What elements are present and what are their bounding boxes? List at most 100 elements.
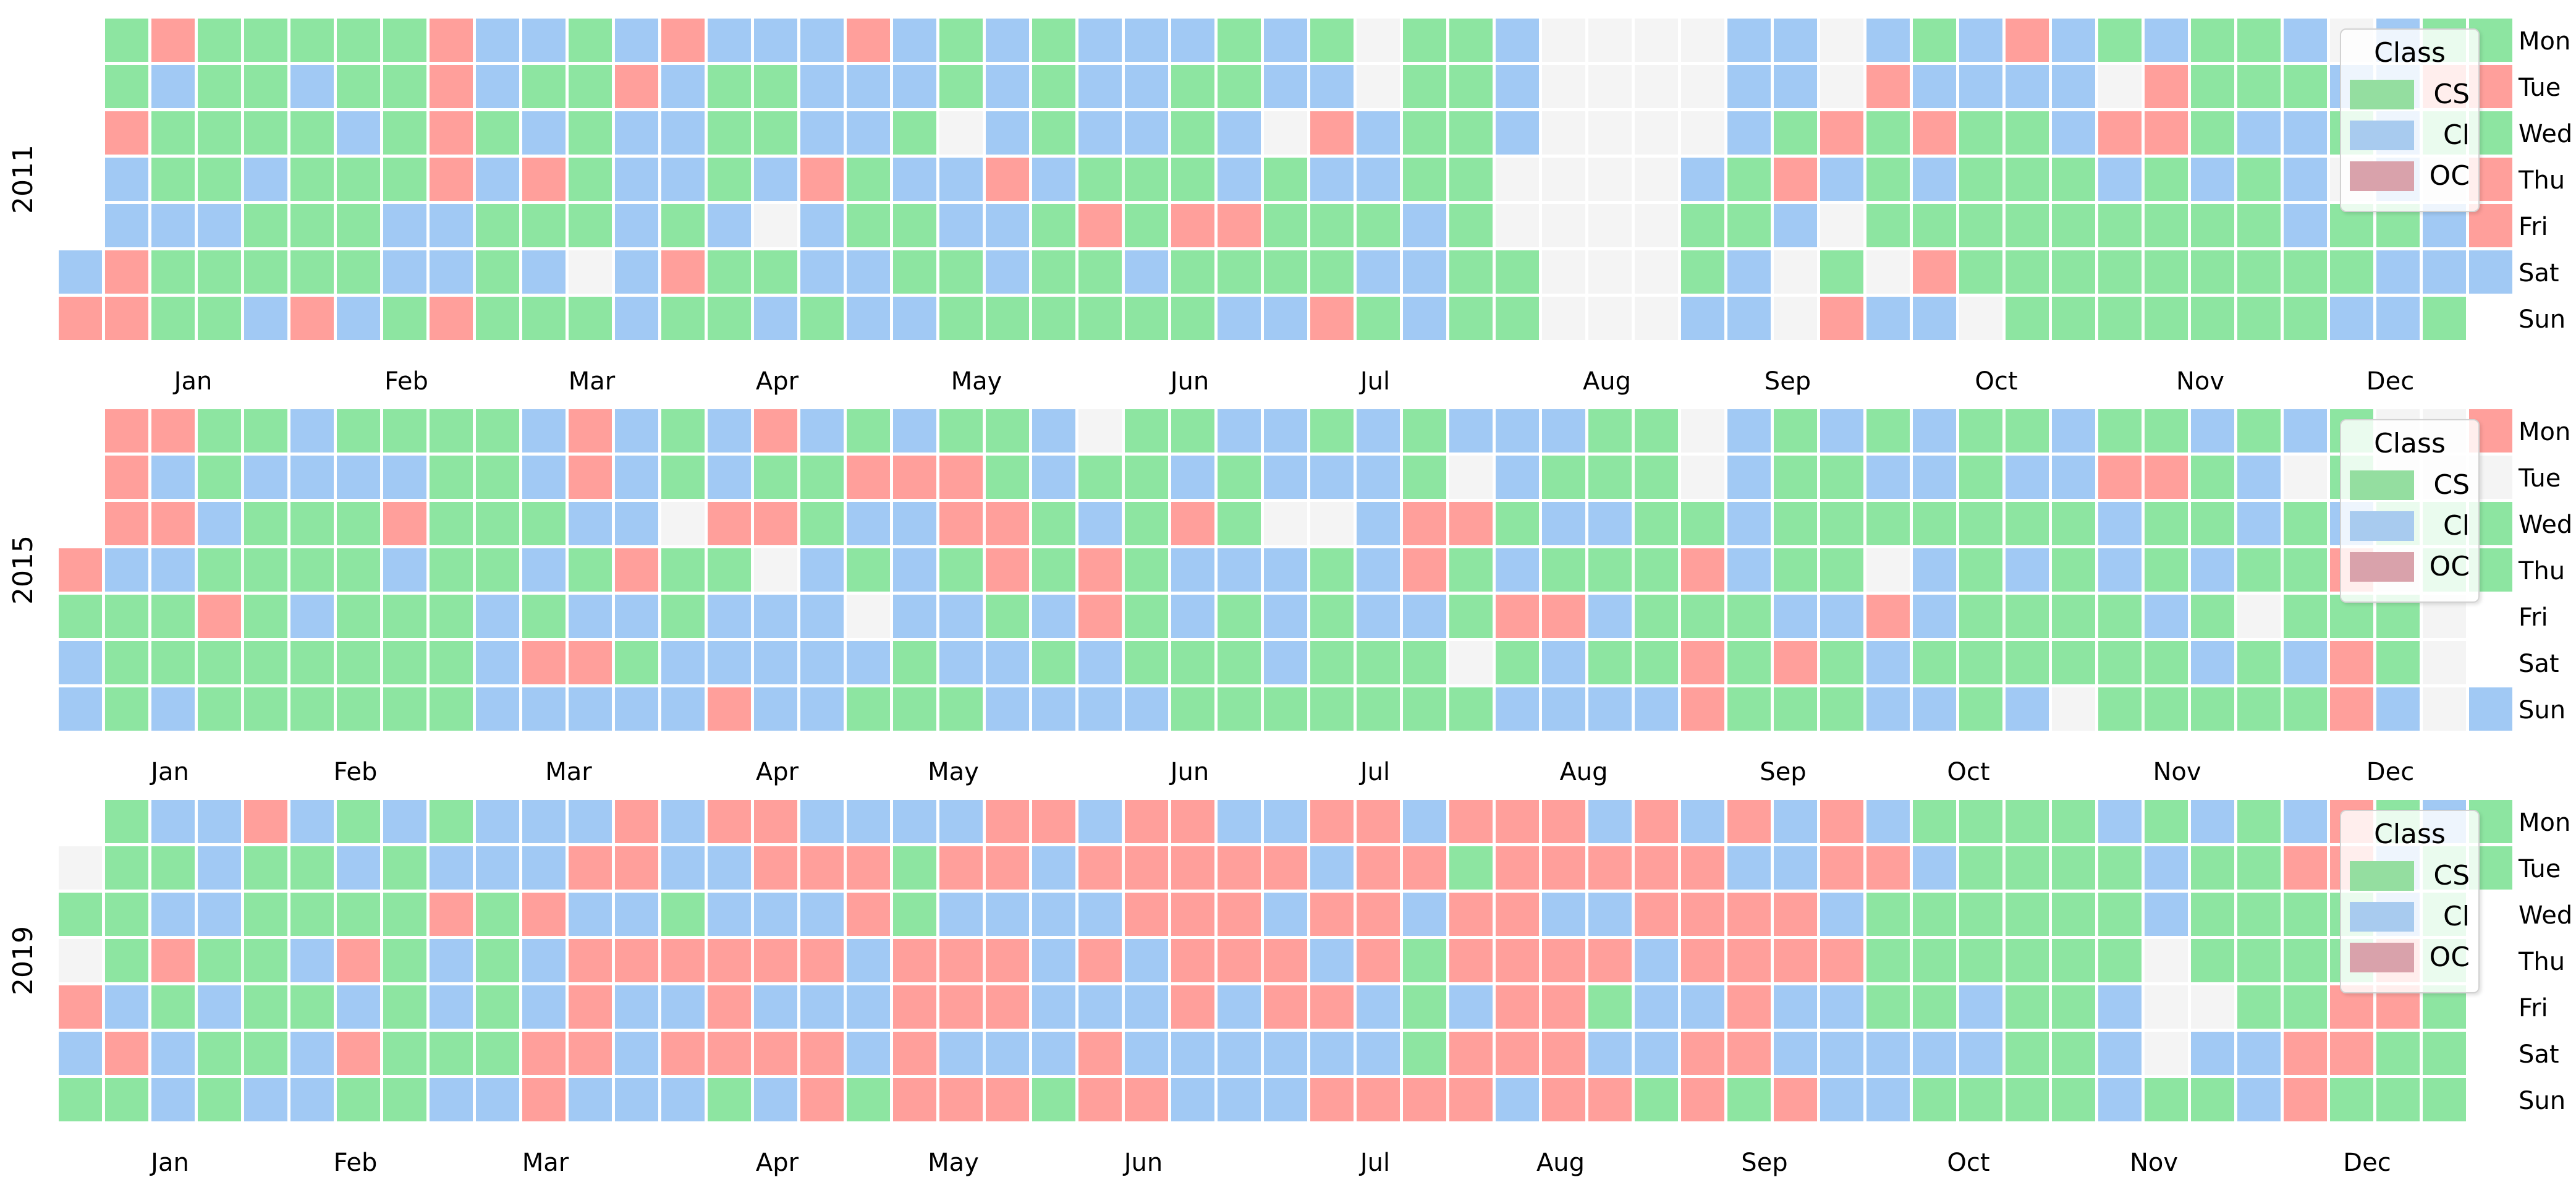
day-cell: [430, 595, 473, 638]
day-cell: [1310, 687, 1354, 731]
day-cell: [430, 297, 473, 340]
day-cell: [1125, 800, 1168, 843]
day-cell: [1357, 158, 1400, 201]
day-cell: [2376, 297, 2420, 340]
day-cell: [2284, 204, 2327, 247]
day-cell: [1959, 687, 2002, 731]
day-cell: [615, 502, 658, 545]
day-cell: [1727, 111, 1771, 155]
day-cell: [615, 111, 658, 155]
day-cell: [1959, 297, 2002, 340]
day-cell: [1635, 250, 1678, 294]
day-cell: [986, 19, 1029, 62]
day-cell: [59, 250, 102, 294]
day-cell: [1496, 19, 1539, 62]
day-cell: [2191, 158, 2234, 201]
day-cell: [1078, 19, 1122, 62]
day-cell: [522, 250, 566, 294]
legend-entry-label: CS: [2433, 469, 2470, 501]
day-cell: [476, 502, 519, 545]
day-cell: [290, 65, 334, 108]
day-cell: [1264, 502, 1307, 545]
day-cell: [800, 800, 844, 843]
day-cell: [1357, 800, 1400, 843]
day-cell: [2052, 595, 2095, 638]
day-cell: [2006, 111, 2049, 155]
day-cell: [105, 19, 148, 62]
day-cell: [1078, 548, 1122, 592]
day-cell: [1357, 19, 1400, 62]
day-cell: [986, 250, 1029, 294]
day-cell: [893, 687, 936, 731]
day-label: Tue: [2519, 464, 2561, 493]
day-cell: [2098, 456, 2142, 499]
day-cell: [1218, 250, 1261, 294]
day-cell: [522, 204, 566, 247]
day-cell: [198, 158, 241, 201]
day-cell: [383, 65, 426, 108]
day-cell: [1635, 502, 1678, 545]
day-cell: [59, 687, 102, 731]
day-cell: [615, 456, 658, 499]
day-cell: [615, 595, 658, 638]
day-cell: [569, 409, 612, 453]
day-cell: [244, 595, 287, 638]
day-cell: [800, 409, 844, 453]
day-cell: [1727, 65, 1771, 108]
day-cell: [1774, 687, 1817, 731]
day-cell: [2284, 158, 2327, 201]
day-cell: [800, 687, 844, 731]
day-cell: [2006, 548, 2049, 592]
day-cell: [1820, 250, 1863, 294]
day-cell: [1542, 641, 1585, 684]
day-cell: [2284, 65, 2327, 108]
day-cell: [1913, 409, 1956, 453]
day-cell: [2191, 687, 2234, 731]
day-cell: [1264, 297, 1307, 340]
day-cell: [939, 502, 983, 545]
month-axis: Jan Feb Mar Apr May Jun Jul Aug Sep Oct Nov Dec: [0, 0, 2576, 394]
day-cell: [337, 158, 380, 201]
day-cell: [2052, 641, 2095, 684]
day-cell: [708, 641, 751, 684]
day-cell: [1727, 409, 1771, 453]
day-cell: [151, 158, 195, 201]
day-cell: [2376, 250, 2420, 294]
day-cell: [847, 65, 890, 108]
cs-swatch-icon: [2350, 861, 2414, 891]
day-cell: [244, 800, 287, 843]
day-cell: [661, 595, 705, 638]
day-cell: [1774, 548, 1817, 592]
day-cell: [2237, 297, 2281, 340]
day-cell: [1774, 456, 1817, 499]
day-cell: [1310, 456, 1354, 499]
day-cell: [430, 65, 473, 108]
oc-swatch-icon: [2350, 943, 2414, 972]
day-cell: [476, 111, 519, 155]
day-cell: [1171, 19, 1214, 62]
legend-entry-label: OC: [2429, 941, 2470, 973]
day-cell: [1218, 456, 1261, 499]
day-cell: [1032, 250, 1075, 294]
day-cell: [569, 19, 612, 62]
day-cell: [2191, 641, 2234, 684]
day-cell: [2098, 65, 2142, 108]
day-cell: [1171, 687, 1214, 731]
day-cell: [2423, 687, 2466, 731]
day-cell: [2191, 456, 2234, 499]
day-cell: [198, 456, 241, 499]
day-cell: [1866, 595, 1910, 638]
day-cell: [1866, 641, 1910, 684]
day-cell: [661, 687, 705, 731]
day-cell: [1681, 250, 1724, 294]
day-cell: [476, 19, 519, 62]
legend: Class CS Cl OC: [2340, 28, 2480, 212]
day-cell: [754, 456, 797, 499]
day-cell: [1866, 65, 1910, 108]
day-cell: [893, 250, 936, 294]
day-cell: [893, 19, 936, 62]
day-cell: [708, 204, 751, 247]
day-cell: [430, 111, 473, 155]
day-cell: [2469, 687, 2512, 731]
day-cell: [569, 250, 612, 294]
